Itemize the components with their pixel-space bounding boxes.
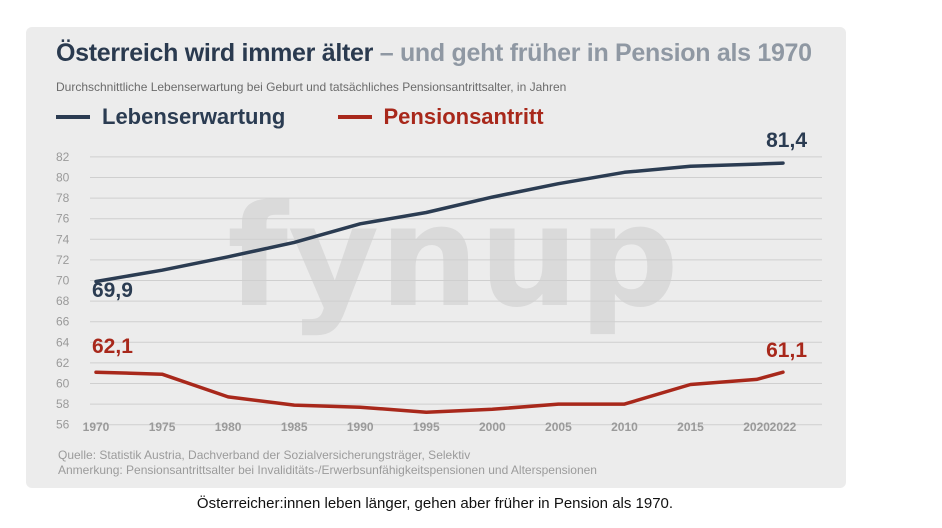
x-tick-label: 2010 — [611, 420, 638, 434]
title-sub: – und geht früher in Pension als 1970 — [373, 39, 812, 67]
x-tick-label: 2022 — [770, 420, 797, 434]
chart-title: Österreich wird immer älter – und geht f… — [56, 39, 812, 68]
x-tick-label: 1980 — [215, 420, 242, 434]
legend: Lebenserwartung Pensionsantritt — [56, 99, 590, 130]
chart-footer: Quelle: Statistik Austria, Dachverband d… — [58, 448, 597, 478]
x-tick-label: 2020 — [743, 420, 770, 434]
y-tick-label: 56 — [56, 418, 70, 432]
figure-caption: Österreicher:innen leben länger, gehen a… — [196, 495, 674, 512]
x-tick-label: 1995 — [413, 420, 440, 434]
data-label-pension-end: 61,1 — [766, 339, 807, 362]
y-tick-label: 66 — [56, 315, 70, 329]
y-tick-label: 78 — [56, 191, 70, 205]
legend-item-lebenserwartung: Lebenserwartung — [56, 104, 285, 130]
data-label-life-end: 81,4 — [766, 129, 807, 152]
y-tick-label: 62 — [56, 356, 70, 370]
source-note: Quelle: Statistik Austria, Dachverband d… — [58, 448, 471, 462]
y-tick-label: 80 — [56, 171, 70, 185]
y-tick-label: 72 — [56, 253, 70, 267]
legend-item-pensionsantritt: Pensionsantritt — [337, 104, 544, 130]
data-label-pension-start: 62,1 — [92, 335, 133, 358]
x-tick-label: 1975 — [149, 420, 176, 434]
y-tick-label: 82 — [56, 150, 70, 164]
legend-swatch-lebenserwartung — [56, 115, 90, 119]
title-main: Österreich wird immer älter — [56, 39, 374, 67]
watermark: fynup — [227, 176, 679, 339]
y-tick-label: 60 — [56, 377, 70, 391]
y-tick-label: 64 — [56, 335, 70, 349]
legend-swatch-pensionsantritt — [337, 115, 372, 119]
x-tick-label: 1970 — [83, 420, 110, 434]
x-tick-label: 2015 — [677, 420, 704, 434]
annotation-note: Anmerkung: Pensionsantrittsalter bei Inv… — [58, 463, 597, 477]
y-tick-label: 74 — [56, 232, 70, 246]
series-line-lebenserwartung — [94, 161, 785, 284]
x-tick-label: 2005 — [545, 420, 572, 434]
y-tick-label: 58 — [56, 397, 70, 411]
y-tick-label: 76 — [56, 212, 70, 226]
chart-card: fynup 56 58 60 62 64 66 68 70 72 74 76 78 80 82 1970 19… — [26, 27, 846, 488]
legend-label-pensionsantritt: Pensionsantritt — [383, 104, 544, 129]
chart-subtitle: Durchschnittliche Lebenserwartung bei Ge… — [56, 80, 567, 94]
x-tick-label: 1990 — [347, 420, 374, 434]
y-tick-label: 70 — [56, 274, 70, 288]
line-chart: fynup 56 58 60 62 64 66 68 70 72 74 76 78 80 82 1970 19… — [56, 129, 822, 434]
legend-label-lebenserwartung: Lebenserwartung — [102, 104, 286, 129]
x-tick-label: 1985 — [281, 420, 308, 434]
data-label-life-start: 69,9 — [92, 279, 133, 302]
series-line-pensionsantritt — [94, 370, 785, 415]
y-tick-label: 68 — [56, 294, 70, 308]
x-tick-label: 2000 — [479, 420, 506, 434]
